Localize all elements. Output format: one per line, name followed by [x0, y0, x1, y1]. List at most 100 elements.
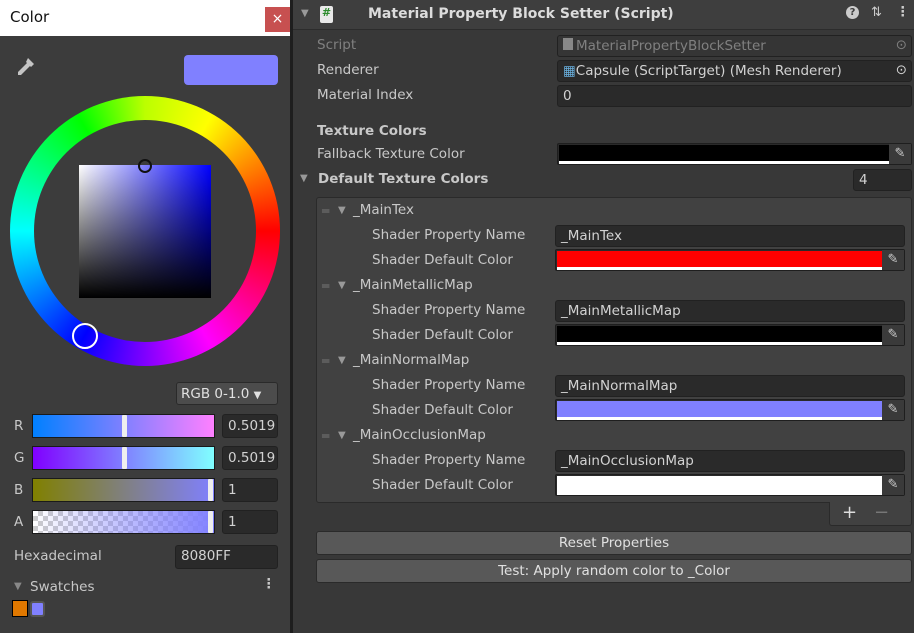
shader-default-color-label: Shader Default Color	[372, 402, 513, 418]
alpha-bar	[557, 492, 883, 495]
shader-default-color-field[interactable]: ✎	[555, 249, 905, 271]
component-header[interactable]: ▼ # Material Property Block Setter (Scri…	[293, 0, 914, 30]
slider-handle[interactable]	[121, 415, 127, 437]
channel-value-input[interactable]: 1	[222, 478, 278, 502]
list-footer: + −	[829, 502, 912, 526]
channel-slider[interactable]	[32, 478, 215, 502]
shader-default-color-field[interactable]: ✎	[555, 399, 905, 421]
drag-handle-icon[interactable]: ═	[322, 279, 330, 293]
foldout-triangle-icon[interactable]: ▼	[338, 280, 346, 291]
alpha-bar	[557, 267, 883, 270]
shader-default-color-field[interactable]: ✎	[555, 324, 905, 346]
fallback-color-field[interactable]: ✎	[557, 143, 912, 165]
texture-colors-header: Texture Colors	[317, 123, 427, 139]
channel-value-input[interactable]: 0.5019	[222, 446, 278, 470]
alpha-bar	[557, 417, 883, 420]
renderer-label: Renderer	[317, 62, 379, 78]
channel-label: A	[14, 514, 24, 530]
shader-property-name-label: Shader Property Name	[372, 227, 526, 243]
color-swatch[interactable]	[557, 476, 883, 492]
swatches-triangle-icon[interactable]: ▼	[14, 581, 22, 592]
channel-label: B	[14, 482, 24, 498]
list-item-title[interactable]: _MainMetallicMap	[353, 277, 473, 293]
drag-handle-icon[interactable]: ═	[322, 204, 330, 218]
shader-property-name-input[interactable]: _MainTex	[555, 225, 905, 247]
eyedropper-icon[interactable]: ✎	[882, 400, 904, 420]
channel-slider[interactable]	[32, 510, 215, 534]
swatch[interactable]	[12, 600, 28, 617]
renderer-value: Capsule (ScriptTarget) (Mesh Renderer)	[575, 63, 842, 79]
shader-property-name-input[interactable]: _MainMetallicMap	[555, 300, 905, 322]
slider-handle[interactable]	[121, 447, 127, 469]
component-title: Material Property Block Setter (Script)	[368, 6, 674, 22]
eyedropper-icon[interactable]: ✎	[889, 144, 911, 164]
slider-handle[interactable]	[208, 511, 213, 533]
hex-input[interactable]: 8080FF	[175, 545, 278, 569]
script-icon: #	[320, 6, 333, 23]
foldout-triangle-icon[interactable]: ▼	[301, 8, 309, 19]
slider-handle[interactable]	[208, 479, 213, 501]
color-swatch[interactable]	[559, 145, 890, 161]
current-color-preview	[184, 55, 278, 85]
list-size-input[interactable]: 4	[853, 169, 912, 191]
material-index-input[interactable]: 0	[557, 85, 912, 107]
help-icon[interactable]: ?	[846, 6, 859, 19]
shader-property-name-input[interactable]: _MainOcclusionMap	[555, 450, 905, 472]
channel-label: G	[14, 450, 25, 466]
object-picker-icon[interactable]: ⊙	[895, 62, 907, 78]
window-title: Color	[10, 8, 50, 26]
eyedropper-icon[interactable]: ✎	[882, 475, 904, 495]
renderer-field[interactable]: ▦Capsule (ScriptTarget) (Mesh Renderer) ⊙	[557, 60, 912, 82]
reset-properties-button[interactable]: Reset Properties	[316, 531, 912, 555]
drag-handle-icon[interactable]: ═	[322, 354, 330, 368]
foldout-triangle-icon[interactable]: ▼	[338, 355, 346, 366]
channel-value-input[interactable]: 1	[222, 510, 278, 534]
channel-value-input[interactable]: 0.5019	[222, 414, 278, 438]
channel-slider[interactable]	[32, 446, 215, 470]
preset-icon[interactable]: ⇅	[871, 5, 882, 20]
hue-handle[interactable]	[72, 323, 98, 349]
sv-handle[interactable]	[138, 159, 152, 173]
remove-item-button[interactable]: −	[874, 502, 890, 523]
color-mode-dropdown[interactable]: RGB 0-1.0 ▼	[176, 382, 278, 405]
eyedropper-icon[interactable]: ✎	[882, 325, 904, 345]
shader-property-name-label: Shader Property Name	[372, 302, 526, 318]
shader-default-color-field[interactable]: ✎	[555, 474, 905, 496]
script-label: Script	[317, 37, 357, 53]
mesh-renderer-icon: ▦	[563, 63, 576, 79]
context-menu-icon[interactable]: ⋮	[896, 4, 910, 20]
more-icon[interactable]: ⋮	[262, 576, 276, 592]
swatches-label[interactable]: Swatches	[30, 579, 95, 595]
shader-property-name-label: Shader Property Name	[372, 377, 526, 393]
list-item-title[interactable]: _MainNormalMap	[353, 352, 470, 368]
shader-default-color-label: Shader Default Color	[372, 327, 513, 343]
fallback-color-label: Fallback Texture Color	[317, 146, 465, 162]
foldout-triangle-icon[interactable]: ▼	[338, 205, 346, 216]
panel-divider[interactable]	[290, 0, 293, 633]
add-item-button[interactable]: +	[842, 502, 858, 523]
close-button[interactable]: ×	[265, 7, 290, 32]
saturation-value-square[interactable]	[79, 165, 211, 298]
shader-property-name-input[interactable]: _MainNormalMap	[555, 375, 905, 397]
default-colors-label[interactable]: Default Texture Colors	[318, 171, 489, 187]
foldout-triangle-icon[interactable]: ▼	[300, 173, 308, 184]
script-value: MaterialPropertyBlockSetter	[576, 38, 766, 54]
swatch[interactable]	[30, 601, 45, 617]
test-random-color-button[interactable]: Test: Apply random color to _Color	[316, 559, 912, 583]
eyedropper-icon[interactable]: ✎	[882, 250, 904, 270]
eyedropper-icon[interactable]	[12, 56, 36, 84]
window-title-bar: Color	[0, 0, 290, 36]
foldout-triangle-icon[interactable]: ▼	[338, 430, 346, 441]
color-mode-value: RGB 0-1.0	[181, 386, 250, 402]
list-item-title[interactable]: _MainOcclusionMap	[353, 427, 486, 443]
color-swatch[interactable]	[557, 251, 883, 267]
channel-slider[interactable]	[32, 414, 215, 438]
color-swatch[interactable]	[557, 326, 883, 342]
drag-handle-icon[interactable]: ═	[322, 429, 330, 443]
hex-label: Hexadecimal	[14, 548, 102, 564]
shader-property-name-label: Shader Property Name	[372, 452, 526, 468]
object-picker-icon[interactable]: ⊙	[895, 37, 907, 53]
color-swatch[interactable]	[557, 401, 883, 417]
color-picker-window: Color × RGB 0-1.0 ▼ R 0.5019 G 0.5019 B 1 A…	[0, 0, 290, 633]
list-item-title[interactable]: _MainTex	[353, 202, 414, 218]
